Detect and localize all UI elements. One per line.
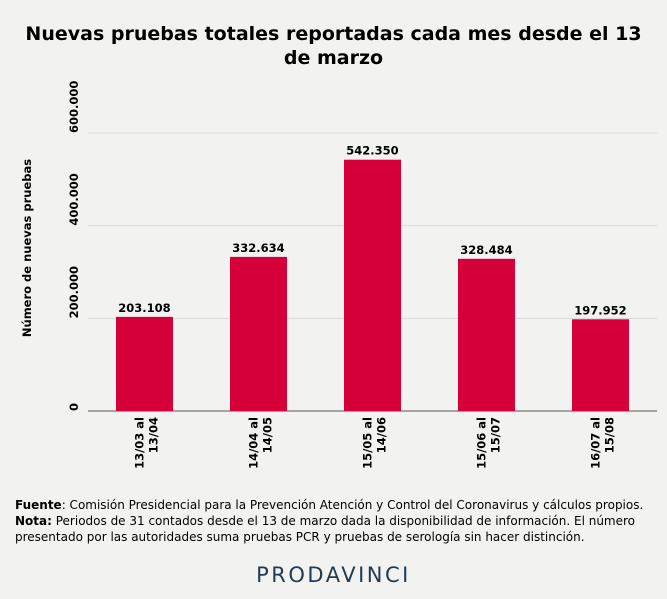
bar-value-label: 197.952 bbox=[574, 303, 626, 317]
y-tick-label: 400.000 bbox=[67, 173, 81, 225]
bar-value-label: 203.108 bbox=[118, 301, 170, 315]
brand-logo: PRODAVINCI bbox=[256, 563, 411, 587]
x-tick-label: 14/05 bbox=[261, 417, 275, 453]
x-tick-label: 15/05 al bbox=[361, 417, 375, 469]
method-note: Nota: Periodos de 31 contados desde el 1… bbox=[15, 513, 655, 545]
bar bbox=[344, 159, 401, 411]
note-label: Nota: bbox=[15, 514, 52, 528]
y-tick-label: 0 bbox=[67, 403, 81, 411]
x-tick-label: 15/08 bbox=[603, 417, 617, 453]
source-note: Fuente: Comisión Presidencial para la Pr… bbox=[15, 497, 655, 513]
y-tick-label: 200.000 bbox=[67, 266, 81, 318]
bar bbox=[230, 256, 287, 411]
x-tick-label: 14/06 bbox=[375, 417, 389, 453]
y-tick-label: 600.000 bbox=[67, 81, 81, 133]
bar bbox=[458, 258, 515, 411]
x-tick-label: 15/07 bbox=[489, 417, 503, 453]
chart-title: Nuevas pruebas totales reportadas cada m… bbox=[25, 23, 642, 69]
bar bbox=[572, 319, 629, 411]
x-tick-label: 14/04 al bbox=[247, 417, 261, 469]
bar-chart: Número de nuevas pruebas 0 200.000 400.000… bbox=[20, 81, 657, 469]
bar-value-label: 328.484 bbox=[460, 243, 512, 257]
source-text: : Comisión Presidencial para la Prevenci… bbox=[61, 498, 644, 512]
x-tick-label: 16/07 al bbox=[589, 417, 603, 469]
bar-value-label: 542.350 bbox=[346, 144, 398, 158]
bar bbox=[116, 316, 173, 411]
x-tick-label: 13/04 bbox=[147, 417, 161, 453]
y-axis-label: Número de nuevas pruebas bbox=[20, 159, 34, 337]
x-tick-label: 13/03 al bbox=[133, 417, 147, 469]
note-text: Periodos de 31 contados desde el 13 de m… bbox=[15, 514, 636, 544]
bar-value-label: 332.634 bbox=[232, 241, 284, 255]
x-tick-label: 15/06 al bbox=[475, 417, 489, 469]
source-label: Fuente bbox=[15, 498, 62, 512]
chart-notes: Fuente: Comisión Presidencial para la Pr… bbox=[15, 497, 655, 545]
